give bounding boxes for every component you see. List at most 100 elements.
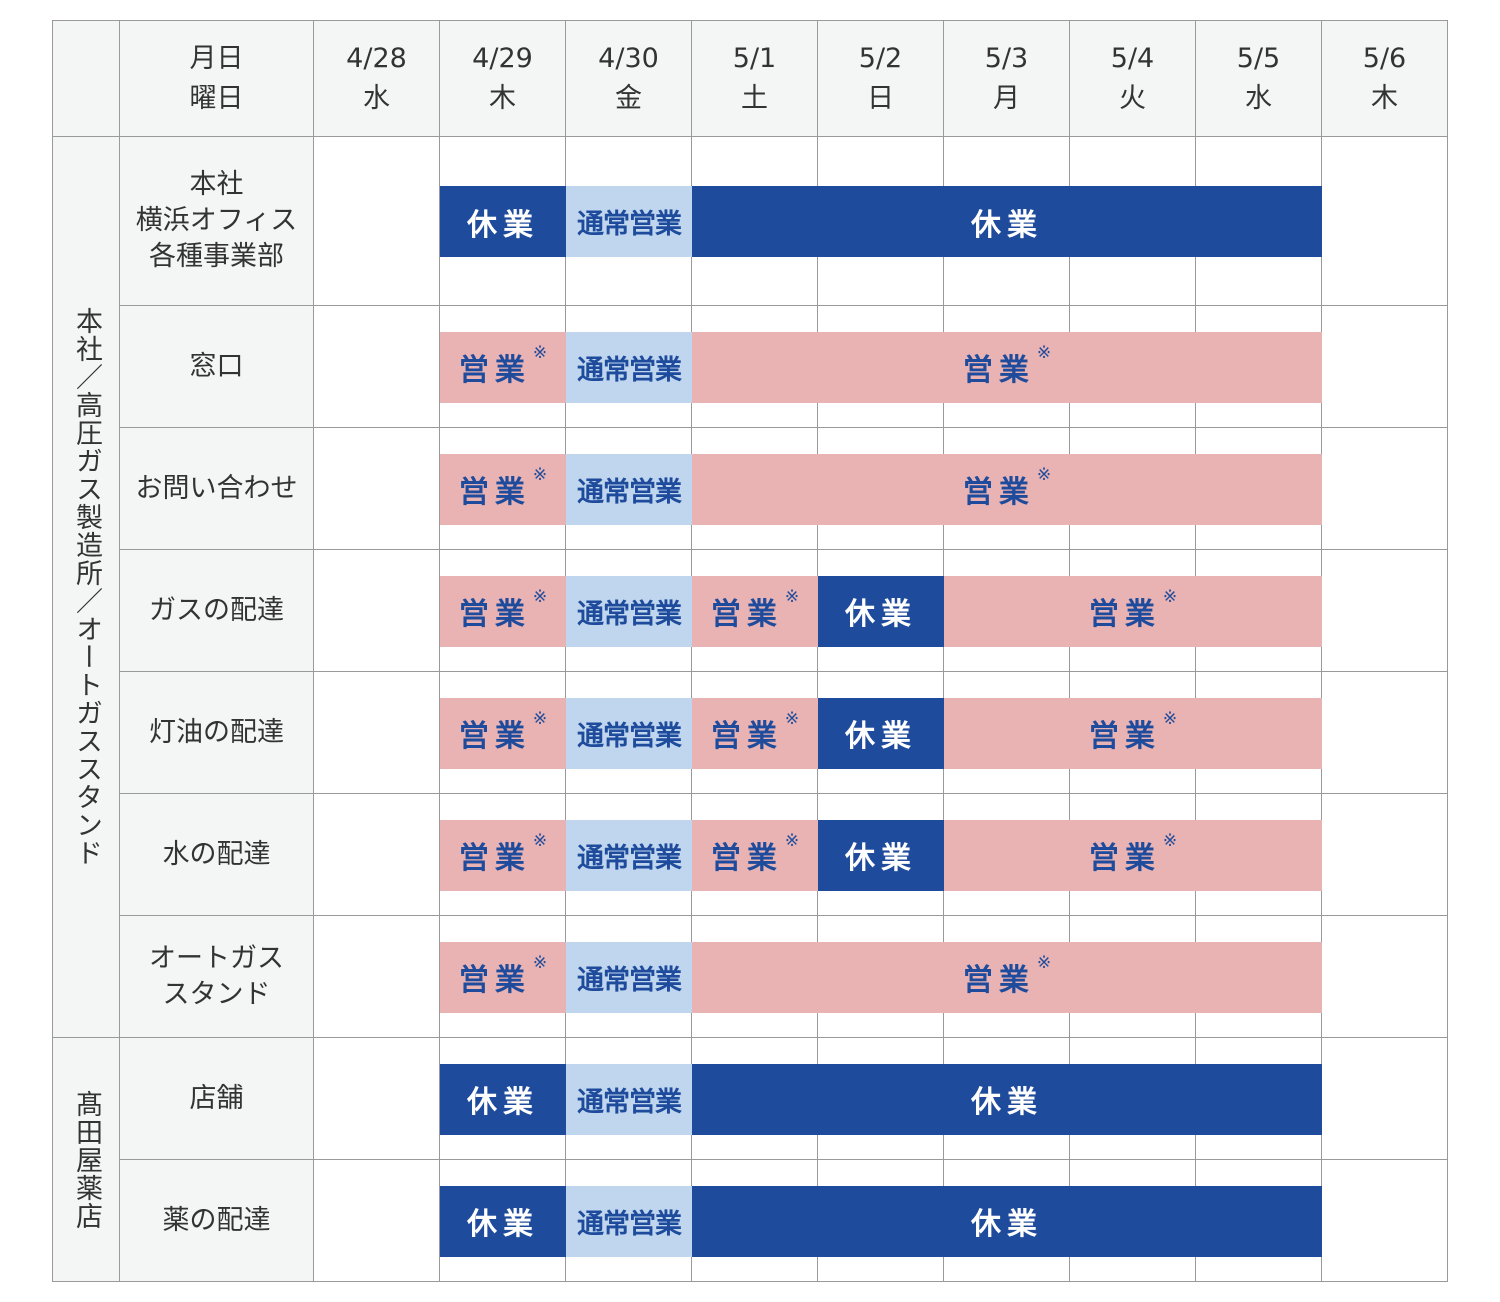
footnote-mark: ※ <box>1036 343 1052 363</box>
grid-cell <box>1321 793 1448 916</box>
footnote-mark: ※ <box>532 343 548 363</box>
footnote-mark: ※ <box>1036 953 1052 973</box>
footnote-mark: ※ <box>532 953 548 973</box>
holiday-schedule-table: 月日 曜日 4/28 水 4/29 木 4/30 金 5/1 土 5/2 日 5/3 月 5/4 火 5/5 水 5… <box>52 20 1448 1282</box>
status-bar-closed: 休業 <box>692 186 1322 257</box>
date-header-cell: 4/29 木 <box>439 20 566 137</box>
status-bar-closed: 休業 <box>818 697 944 769</box>
status-text: 通常営業 <box>577 720 682 752</box>
footnote-mark: ※ <box>532 709 548 729</box>
status-text: 営業 <box>458 841 531 876</box>
status-bar-open: 営業 ※ <box>692 331 1322 403</box>
weekday-label: 火 <box>1119 82 1146 114</box>
status-text: 通常営業 <box>577 209 682 240</box>
status-text: 通常営業 <box>577 964 682 996</box>
status-bar-open: 営業 ※ <box>692 819 818 891</box>
row-label-cell: お問い合わせ <box>119 427 314 550</box>
row-label-line: 横浜オフィス <box>135 205 298 236</box>
status-bar-open: 営業 ※ <box>692 575 818 647</box>
footnote-mark: ※ <box>784 709 800 729</box>
row-label-line: 各種事業部 <box>149 241 284 272</box>
date-label: 5/5 <box>1236 42 1281 74</box>
status-bar-closed: 休業 <box>818 575 944 647</box>
weekday-label: 月 <box>993 82 1020 114</box>
row-label-line: 店舗 <box>189 1082 244 1114</box>
grid-cell <box>1321 549 1448 672</box>
status-text: 休業 <box>971 1085 1043 1120</box>
date-header-cell: 5/3 月 <box>943 20 1070 137</box>
date-label: 5/6 <box>1362 42 1407 74</box>
weekday-label: 水 <box>363 82 390 114</box>
status-text: 営業 <box>710 597 783 632</box>
grid-cell <box>313 1159 440 1282</box>
date-label: 5/2 <box>858 42 903 74</box>
status-bar-normal: 通常営業 <box>566 331 692 403</box>
status-bar-normal: 通常営業 <box>566 697 692 769</box>
row-label-cell: オートガス スタンド <box>119 915 314 1038</box>
group-label-cell: 髙田屋薬店 <box>52 1037 120 1282</box>
row-label-line: 灯油の配達 <box>149 716 284 748</box>
row-label-cell: 薬の配達 <box>119 1159 314 1282</box>
group-name: 髙田屋薬店 <box>71 1089 102 1230</box>
date-header-cell: 5/4 火 <box>1069 20 1196 137</box>
status-text: 通常営業 <box>577 476 682 508</box>
status-bar-open: 営業 ※ <box>944 575 1322 647</box>
status-text: 通常営業 <box>577 1208 682 1240</box>
status-text: 営業 <box>1088 719 1161 754</box>
grid-cell <box>313 427 440 550</box>
status-bar-open: 営業 ※ <box>440 819 566 891</box>
status-text: 通常営業 <box>577 842 682 874</box>
weekday-label: 日 <box>867 82 894 114</box>
status-text: 休業 <box>845 719 917 754</box>
header-blank-cell <box>52 20 120 137</box>
date-header-cell: 5/5 水 <box>1195 20 1322 137</box>
grid-cell <box>313 1037 440 1160</box>
row-label-cell: ガスの配達 <box>119 549 314 672</box>
status-bar-open: 営業 ※ <box>440 575 566 647</box>
status-text: 営業 <box>710 841 783 876</box>
grid-cell <box>313 549 440 672</box>
status-text: 営業 <box>962 475 1035 510</box>
status-bar-open: 営業 ※ <box>692 453 1322 525</box>
grid-cell <box>1321 671 1448 794</box>
status-text: 営業 <box>962 963 1035 998</box>
status-bar-closed: 休業 <box>818 819 944 891</box>
status-bar-open: 営業 ※ <box>944 697 1322 769</box>
status-bar-closed: 休業 <box>440 1063 566 1135</box>
status-bar-normal: 通常営業 <box>566 1063 692 1135</box>
status-text: 営業 <box>458 353 531 388</box>
row-label-line: 薬の配達 <box>162 1204 271 1236</box>
footnote-mark: ※ <box>784 831 800 851</box>
status-text: 休業 <box>971 207 1043 243</box>
status-text: 通常営業 <box>577 1086 682 1118</box>
grid-cell <box>313 915 440 1038</box>
footnote-mark: ※ <box>532 587 548 607</box>
status-bar-normal: 通常営業 <box>566 941 692 1013</box>
status-text: 営業 <box>458 597 531 632</box>
grid-cell <box>1321 1037 1448 1160</box>
date-label: 4/29 <box>472 42 533 74</box>
date-label: 4/30 <box>598 42 659 74</box>
weekday-label: 水 <box>1245 82 1272 114</box>
status-text: 営業 <box>962 353 1035 388</box>
status-bar-open: 営業 ※ <box>692 941 1322 1013</box>
status-text: 営業 <box>710 719 783 754</box>
status-bar-normal: 通常営業 <box>566 819 692 891</box>
status-text: 休業 <box>467 1085 539 1120</box>
date-label: 5/4 <box>1110 42 1155 74</box>
footnote-mark: ※ <box>784 587 800 607</box>
date-label: 5/1 <box>732 42 777 74</box>
status-text: 通常営業 <box>577 598 682 630</box>
grid-cell <box>313 305 440 428</box>
footnote-mark: ※ <box>1162 709 1178 729</box>
row-label-line: ガスの配達 <box>149 594 284 626</box>
footnote-mark: ※ <box>532 831 548 851</box>
date-label: 5/3 <box>984 42 1029 74</box>
row-label-line: お問い合わせ <box>135 472 298 504</box>
status-text: 休業 <box>467 1207 539 1242</box>
status-text: 営業 <box>1088 597 1161 632</box>
status-text: 休業 <box>845 841 917 876</box>
row-label-cell: 水の配達 <box>119 793 314 916</box>
weekday-label: 木 <box>489 82 516 114</box>
status-bar-normal: 通常営業 <box>566 1185 692 1257</box>
